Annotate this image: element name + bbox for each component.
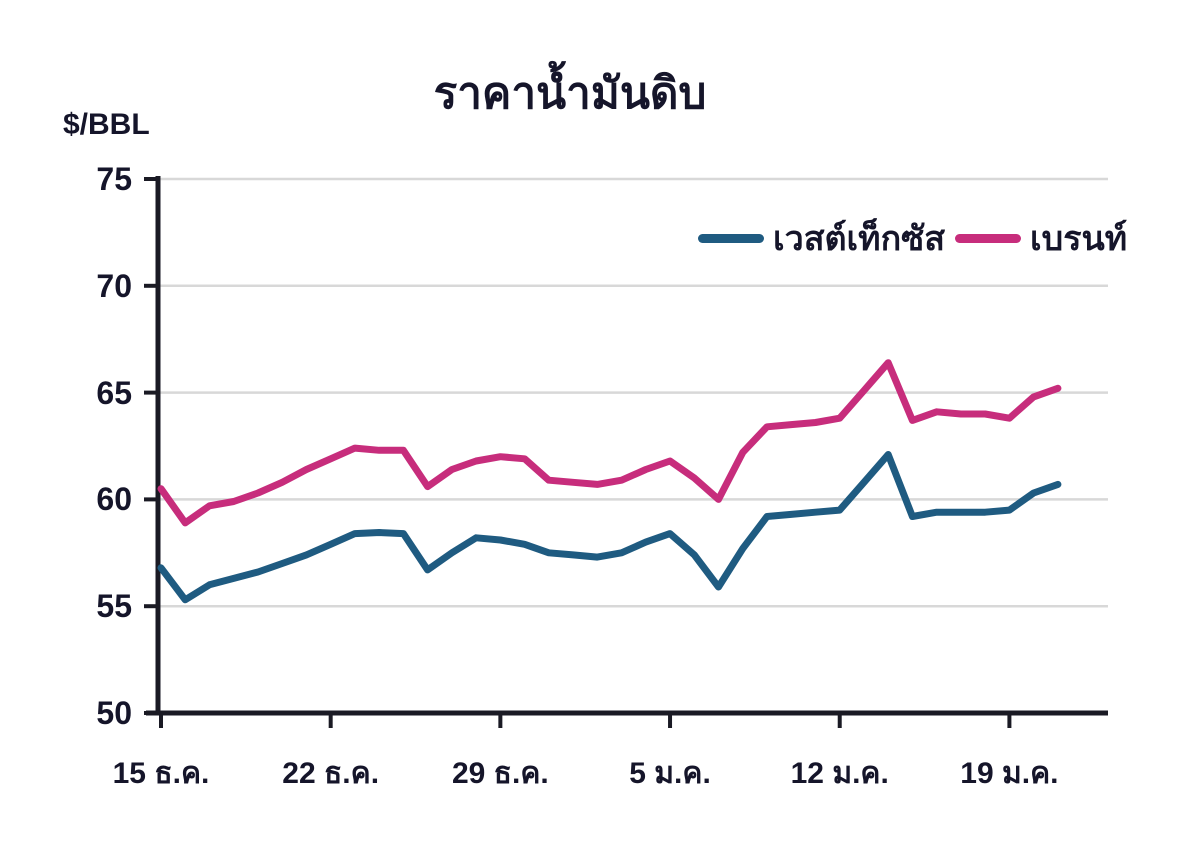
- x-tick-label-1: 22 ธ.ค.: [282, 757, 380, 790]
- legend: เวสต์เท็กซัส เบรนท์: [698, 208, 1127, 268]
- x-tick-label-4: 12 ม.ค.: [790, 757, 889, 790]
- y-tick-label-60: 60: [96, 481, 132, 518]
- y-tick-label-70: 70: [96, 267, 132, 304]
- x-tick-label-2: 29 ธ.ค.: [451, 757, 549, 790]
- x-tick-label-3: 5 ม.ค.: [629, 757, 711, 790]
- legend-label-brent: เบรนท์: [1030, 220, 1128, 258]
- x-tick-label-5: 19 ม.ค.: [960, 757, 1059, 790]
- legend-label-west-texas: เวสต์เท็กซัส: [773, 220, 945, 258]
- y-axis-unit-label: $/BBL: [63, 108, 150, 141]
- legend-line-brent-icon: [955, 233, 1021, 243]
- legend-item-west-texas: เวสต์เท็กซัส: [698, 211, 945, 265]
- chart-title: ราคาน้ำมันดิบ: [433, 69, 707, 118]
- series-line-1: [157, 359, 1062, 527]
- y-tick-label-65: 65: [96, 374, 132, 411]
- x-tick-label-0: 15 ธ.ค.: [112, 757, 210, 790]
- y-tick-label-50: 50: [96, 695, 132, 731]
- y-tick-label-75: 75: [96, 161, 132, 197]
- legend-item-brent: เบรนท์: [955, 211, 1127, 265]
- legend-line-west-texas-icon: [698, 233, 764, 243]
- y-tick-label-55: 55: [96, 588, 132, 625]
- series-line-0: [157, 451, 1062, 604]
